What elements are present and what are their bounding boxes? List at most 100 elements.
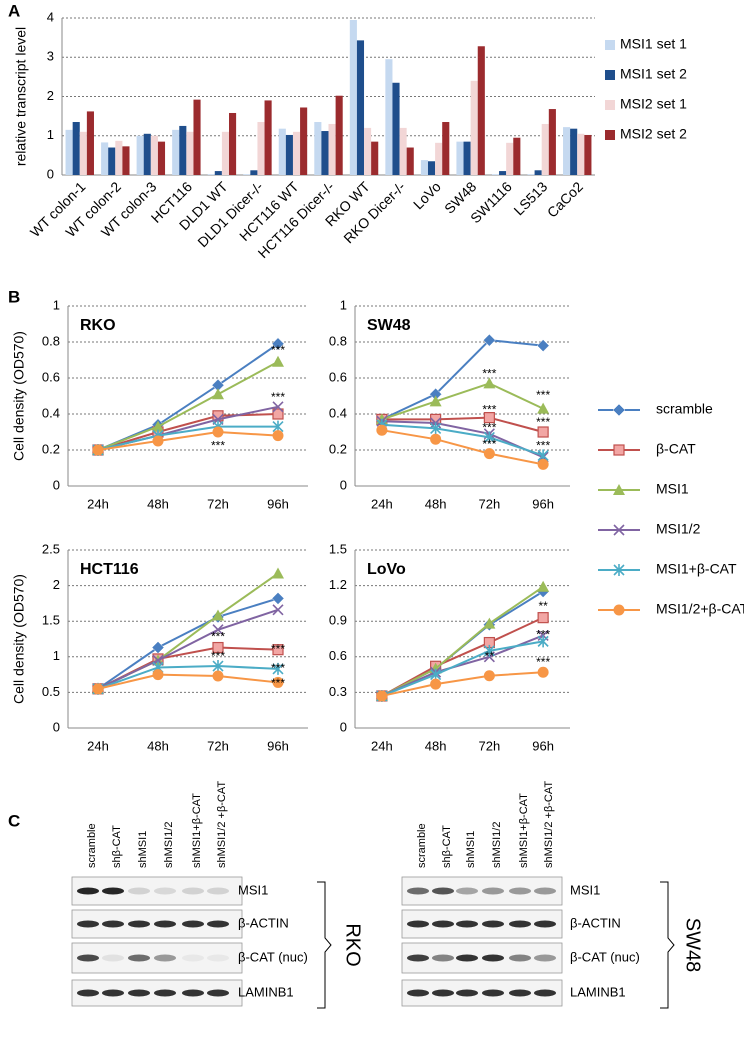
blot-band (432, 887, 454, 895)
bar (136, 135, 144, 175)
bar (321, 131, 329, 175)
marker (272, 604, 284, 616)
lane-label: shMSI1/2 (163, 822, 175, 868)
bar (477, 46, 485, 176)
x-tick-label: 48h (147, 496, 169, 511)
bar (328, 123, 336, 175)
bar (65, 129, 73, 175)
y-tick-label: 0.4 (329, 405, 347, 420)
bar (243, 174, 251, 175)
legend-label: β-CAT (656, 441, 696, 457)
blot-band (207, 920, 229, 928)
x-tick-label: 24h (371, 738, 393, 753)
marker (92, 683, 104, 695)
bar (427, 161, 436, 175)
lane-label: scramble (86, 823, 98, 868)
significance: *** (271, 661, 285, 675)
blot-band (154, 954, 176, 962)
marker (537, 612, 549, 624)
marker (483, 377, 496, 389)
marker (151, 641, 165, 654)
legend-label: MSI1+β-CAT (656, 561, 737, 577)
row-label: β-ACTIN (238, 915, 289, 930)
row-label: β-CAT (nuc) (570, 949, 640, 964)
lane-label: shMSI1 (465, 831, 477, 868)
bar (229, 112, 237, 175)
y-tick-label: 2 (53, 577, 60, 592)
bar (172, 129, 180, 175)
bar (143, 133, 151, 175)
lane-label: shMSI1/2 +β-CAT (543, 781, 555, 868)
y-axis-label: Cell density (OD570) (11, 331, 27, 461)
blot-band (482, 989, 504, 997)
marker (152, 435, 164, 447)
blot-band (432, 954, 454, 962)
bar (371, 141, 379, 175)
blot-band (456, 887, 478, 895)
blot-band (182, 887, 204, 895)
y-tick-label: 0 (340, 477, 347, 492)
marker (483, 617, 496, 629)
y-tick-label: 0.2 (42, 441, 60, 456)
blot-band (407, 887, 429, 895)
bar (584, 134, 592, 175)
y-tick-label: 0.8 (42, 333, 60, 348)
marker (537, 402, 550, 414)
row-label: MSI1 (570, 882, 600, 897)
series-line (381, 671, 544, 697)
marker (613, 604, 625, 616)
blot-band (509, 954, 531, 962)
significance: *** (211, 649, 225, 663)
cell-line-label: SW48 (682, 918, 704, 972)
x-tick-label: 72h (207, 496, 229, 511)
series-line (97, 673, 279, 690)
marker (483, 333, 496, 347)
blot-band (102, 989, 124, 997)
series-line (97, 608, 279, 690)
x-tick-label: LoVo (410, 178, 444, 212)
y-tick-label: 0.5 (42, 684, 60, 699)
marker (483, 644, 495, 657)
blot-band (432, 920, 454, 928)
marker (537, 580, 550, 592)
marker (152, 420, 164, 432)
bar (420, 160, 428, 175)
chart-title: SW48 (367, 317, 411, 334)
x-tick-label: LS513 (510, 178, 550, 218)
bar (257, 122, 265, 175)
marker (272, 355, 284, 367)
panel-label: B (8, 287, 20, 306)
y-tick-label: 0 (53, 477, 60, 492)
x-tick-label: 48h (425, 738, 447, 753)
blot-band (77, 989, 99, 997)
blot-band (154, 989, 176, 997)
x-tick-label: 96h (532, 496, 554, 511)
bar (292, 131, 301, 175)
bar (356, 40, 365, 176)
marker (212, 624, 224, 636)
bar (101, 142, 109, 175)
bar (122, 146, 130, 175)
bar (157, 141, 166, 175)
bar (264, 100, 272, 175)
marker (272, 408, 284, 420)
y-tick-label: 0 (53, 719, 60, 734)
marker (537, 458, 549, 470)
blot-band (207, 887, 229, 895)
significance: *** (271, 676, 285, 690)
marker (212, 670, 224, 682)
blot-band (534, 989, 556, 997)
blot-band (102, 887, 124, 895)
bar (108, 147, 116, 175)
bar (314, 122, 322, 175)
marker (376, 424, 388, 436)
marker (612, 403, 626, 417)
legend-label: MSI2 set 2 (620, 126, 687, 142)
marker (429, 395, 442, 407)
bar (534, 170, 542, 175)
blot-band (128, 989, 150, 997)
marker (483, 448, 495, 460)
significance: *** (536, 628, 550, 642)
bar (385, 59, 393, 175)
